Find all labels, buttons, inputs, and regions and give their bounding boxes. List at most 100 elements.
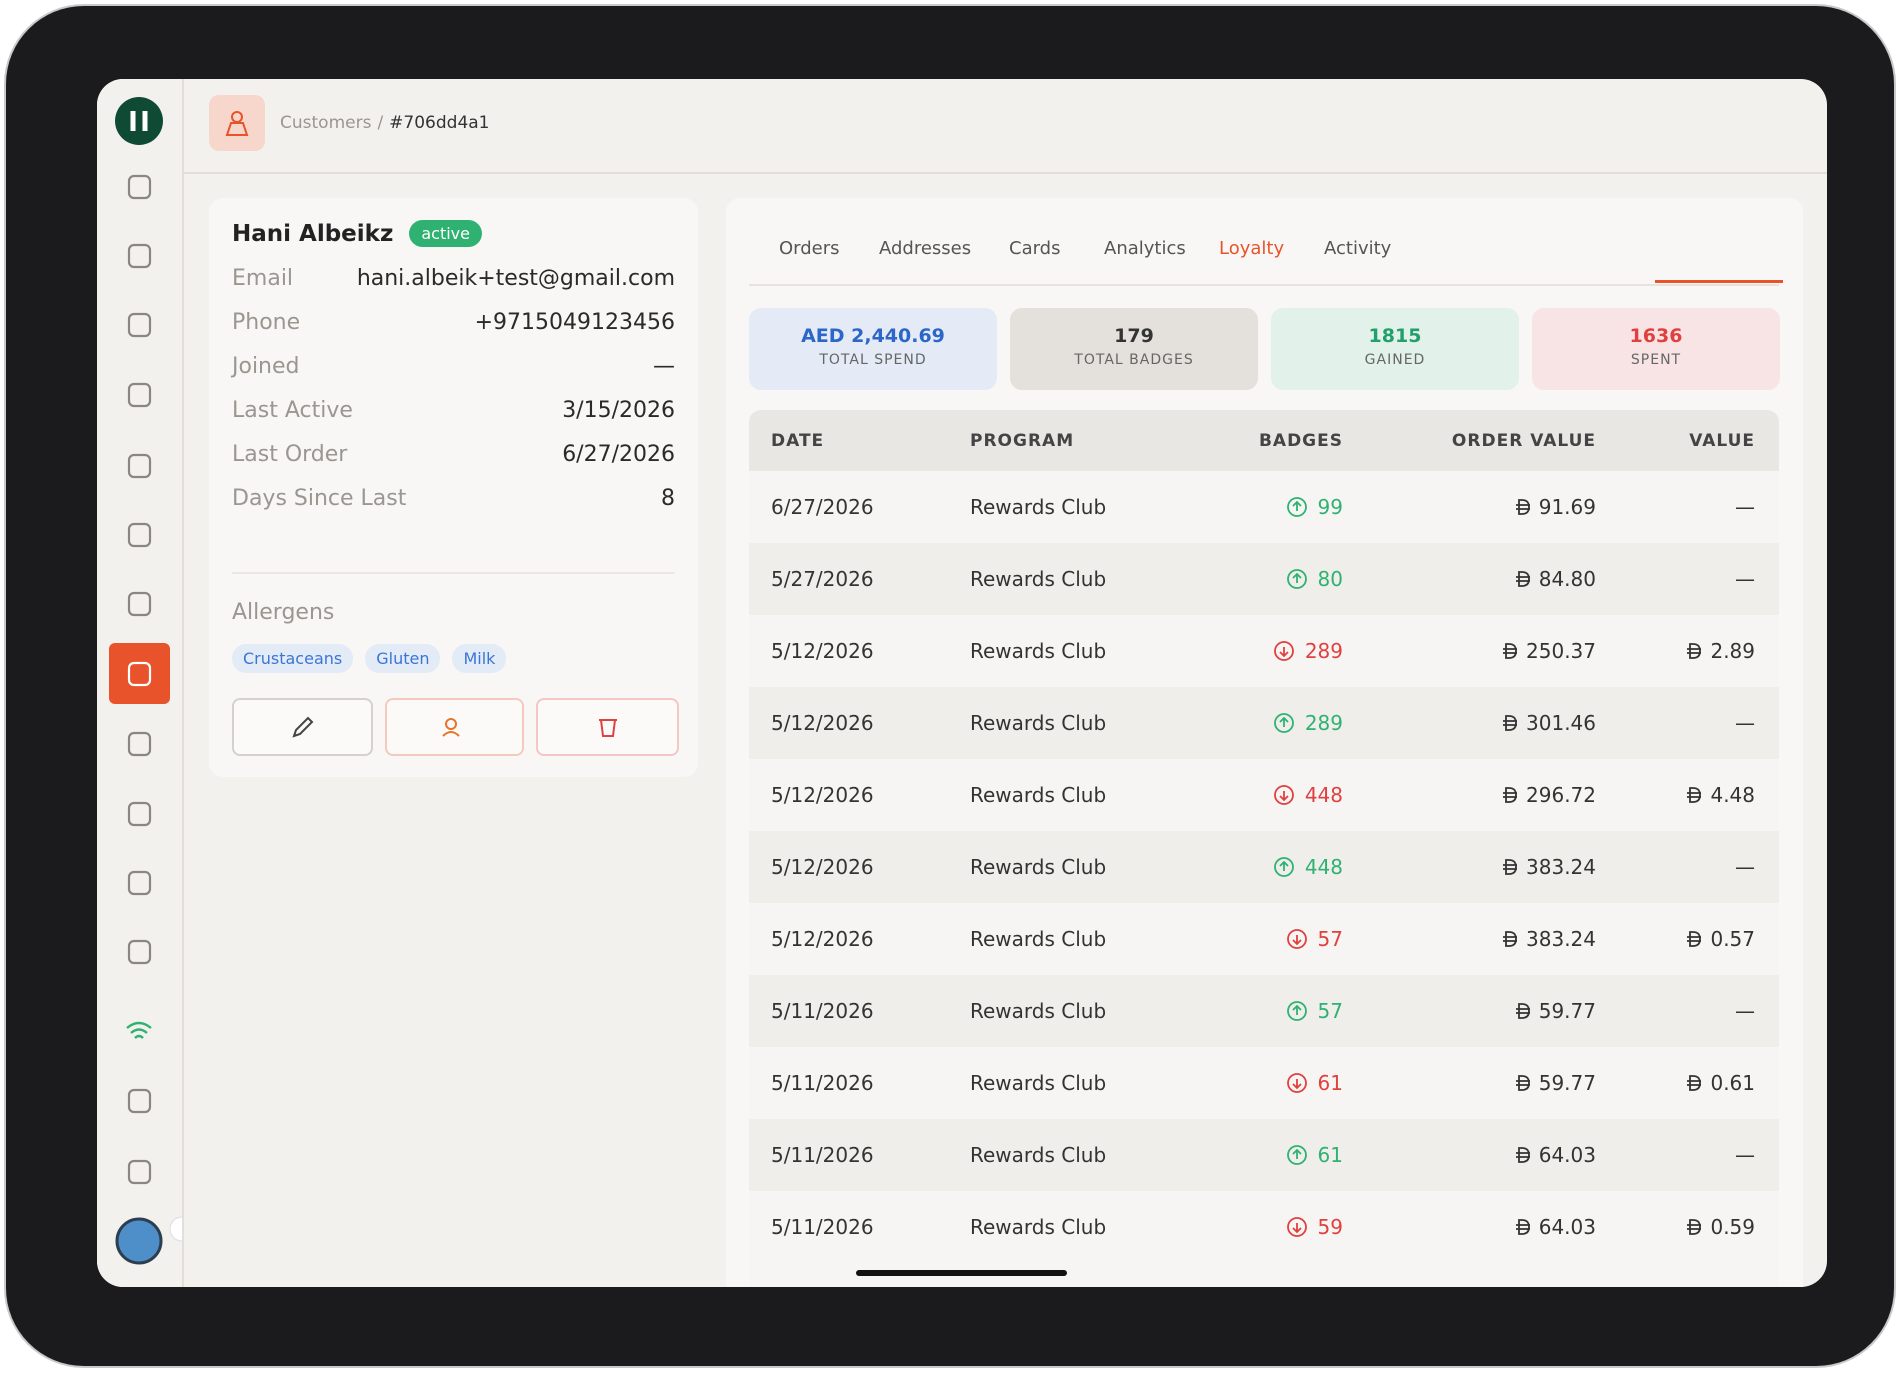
table-header: DATE PROGRAM BADGES ORDER VALUE VALUE xyxy=(749,410,1779,471)
badges: 59 xyxy=(1317,1215,1343,1239)
program: Rewards Club xyxy=(970,999,1107,1023)
currency-icon xyxy=(1503,931,1518,947)
badges: 99 xyxy=(1317,495,1343,519)
nav-icon[interactable] xyxy=(127,243,152,269)
badges-cell: 57 xyxy=(1286,903,1343,975)
direction-icon xyxy=(1286,1001,1307,1021)
stat-card: 1815 GAINED xyxy=(1271,308,1519,390)
badges-cell: 448 xyxy=(1273,831,1343,903)
tab[interactable]: Loyalty xyxy=(1219,238,1783,283)
stats: AED 2,440.69 TOTAL SPEND 179 TOTAL BADGES 18… xyxy=(749,308,1780,390)
table-row: 5/12/2026 Rewards Club 448 296.72 4.48 xyxy=(749,759,1779,831)
order-value-cell: 59.77 xyxy=(1515,1047,1596,1119)
tab-underline xyxy=(1655,280,1783,283)
value: — xyxy=(1735,495,1755,519)
tab[interactable]: Orders xyxy=(779,238,840,259)
nav-icon[interactable] xyxy=(127,453,152,479)
date: 5/11/2026 xyxy=(771,1143,874,1167)
field-row: Joined — xyxy=(232,348,675,392)
program: Rewards Club xyxy=(970,1143,1107,1167)
nav-icon[interactable] xyxy=(127,312,152,338)
nav-icon[interactable] xyxy=(127,1088,152,1114)
currency-icon xyxy=(1687,1219,1702,1235)
nav-icon[interactable] xyxy=(127,801,152,827)
deactivate-button[interactable] xyxy=(385,698,524,756)
breadcrumb: Customers / #706dd4a1 xyxy=(280,113,490,133)
direction-ring xyxy=(1273,641,1294,661)
nav-icon[interactable] xyxy=(127,591,152,617)
currency-glyph xyxy=(1503,715,1518,731)
currency-glyph xyxy=(1687,931,1702,947)
field-label: Joined xyxy=(232,354,300,379)
nav-icon[interactable] xyxy=(127,382,152,408)
direction-ring xyxy=(1273,857,1294,877)
badges-cell: 57 xyxy=(1286,975,1343,1047)
value: — xyxy=(1735,855,1755,879)
program: Rewards Club xyxy=(970,783,1107,807)
program: Rewards Club xyxy=(970,1215,1107,1239)
nav-icon[interactable] xyxy=(127,174,152,200)
table-row: 5/11/2026 Rewards Club 61 59.77 0.61 xyxy=(749,1047,1779,1119)
nav-active[interactable] xyxy=(109,643,170,704)
nav-icon[interactable] xyxy=(127,870,152,896)
date: 5/12/2026 xyxy=(771,927,874,951)
avatar[interactable] xyxy=(115,1217,163,1265)
edit-button[interactable] xyxy=(232,698,373,756)
order-value-cell: 383.24 xyxy=(1502,831,1596,903)
stat-value: 1815 xyxy=(1368,325,1422,347)
column-header: PROGRAM xyxy=(970,430,1075,451)
direction-icon xyxy=(1273,641,1294,661)
direction-ring xyxy=(1286,497,1307,517)
direction-ring xyxy=(1286,569,1307,589)
currency-icon xyxy=(1515,499,1530,515)
nav-icon[interactable] xyxy=(127,731,152,757)
stat-value: 179 xyxy=(1114,325,1154,347)
direction-ring xyxy=(1286,929,1307,949)
breadcrumb-section[interactable]: Customers xyxy=(280,113,372,133)
order-value-cell: 383.24 xyxy=(1502,903,1596,975)
order-value-cell: 59.77 xyxy=(1515,975,1596,1047)
direction-icon xyxy=(1286,1145,1307,1165)
table-row: 5/12/2026 Rewards Club 57 383.24 0.57 xyxy=(749,903,1779,975)
order-value-cell: 301.46 xyxy=(1502,687,1596,759)
currency-glyph xyxy=(1515,571,1530,587)
value-cell: — xyxy=(1735,975,1755,1047)
nav-icon[interactable] xyxy=(127,661,152,687)
sidebar xyxy=(97,79,195,1287)
field-label: Last Active xyxy=(232,398,353,423)
stat-label: TOTAL SPEND xyxy=(819,352,927,368)
field-row: Email hani.albeik+test@gmail.com xyxy=(232,260,675,304)
delete-button[interactable] xyxy=(536,698,679,756)
nav-icon[interactable] xyxy=(127,939,152,965)
date: 5/27/2026 xyxy=(771,567,874,591)
tab[interactable]: Addresses xyxy=(879,238,972,259)
tab[interactable]: Cards xyxy=(1009,238,1061,259)
nav-icon[interactable] xyxy=(127,1159,152,1185)
direction-icon xyxy=(1286,1073,1307,1093)
section-icon xyxy=(209,95,265,151)
collapse-button[interactable] xyxy=(169,1216,195,1242)
currency-glyph xyxy=(1503,787,1518,803)
order-value-cell: 64.03 xyxy=(1515,1119,1596,1191)
nav-icon[interactable] xyxy=(127,522,152,548)
direction-icon xyxy=(1273,713,1294,733)
stat-label: SPENT xyxy=(1630,352,1682,368)
value-cell: — xyxy=(1735,687,1755,759)
table-row: 5/11/2026 Rewards Club 61 64.03 — xyxy=(749,1119,1779,1191)
currency-icon xyxy=(1687,1075,1702,1091)
value: 4.48 xyxy=(1710,783,1755,807)
badges-cell: 99 xyxy=(1286,471,1343,543)
badges-cell: 61 xyxy=(1286,1047,1343,1119)
field-value: 3/15/2026 xyxy=(562,398,675,423)
order-value-cell: 64.03 xyxy=(1515,1191,1596,1263)
nav-icon[interactable] xyxy=(126,1021,152,1039)
tab[interactable]: Analytics xyxy=(1104,238,1186,259)
value-cell: 0.57 xyxy=(1686,903,1755,975)
order-value: 383.24 xyxy=(1526,927,1596,951)
order-value: 91.69 xyxy=(1538,495,1596,519)
direction-ring xyxy=(1273,785,1294,805)
tab[interactable]: Activity xyxy=(1324,238,1392,259)
direction-arrow xyxy=(1279,647,1289,658)
logo-mark xyxy=(130,111,148,131)
currency-icon xyxy=(1515,1075,1530,1091)
